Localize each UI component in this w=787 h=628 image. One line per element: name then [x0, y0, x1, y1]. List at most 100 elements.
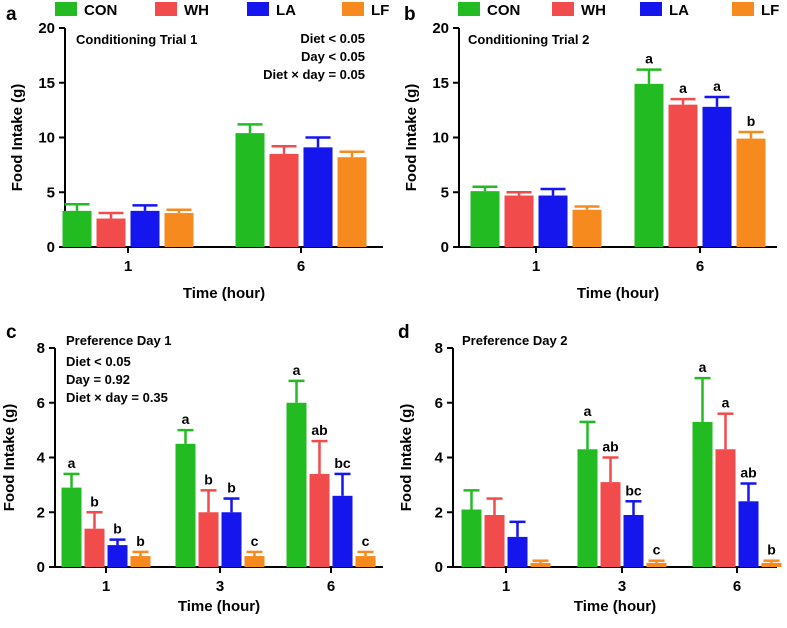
legend-label: LF: [371, 2, 389, 19]
legend-swatch: [732, 2, 754, 16]
y-axis-title: Food Intake (g): [403, 84, 420, 192]
x-axis-title: Time (hour): [577, 285, 659, 302]
significance-label: a: [722, 395, 730, 411]
panel-letter: b: [404, 4, 416, 25]
bar-la: [702, 106, 732, 247]
stat-annotation: Day < 0.05: [301, 49, 365, 64]
bar-wh: [269, 153, 299, 247]
legend-swatch: [55, 2, 77, 16]
chart-panel-a: a Conditioning Trial 1 Diet < 0.05 Day < 0.…: [6, 4, 383, 302]
legend-item-wh: WH: [552, 2, 606, 19]
y-tick-label: 6: [435, 395, 443, 412]
bar-con: [461, 509, 482, 567]
bar-lf: [646, 562, 667, 567]
x-axis-title: Time (hour): [574, 598, 656, 615]
y-tick-label: 6: [37, 395, 45, 412]
significance-label: a: [699, 359, 707, 375]
significance-label: a: [584, 403, 592, 419]
bar-con: [470, 191, 500, 247]
y-tick-label: 10: [432, 130, 449, 147]
significance-label: bc: [334, 455, 351, 471]
chart-title: Conditioning Trial 2: [468, 32, 589, 47]
significance-label: b: [227, 480, 236, 496]
bar-con: [61, 487, 82, 567]
significance-label: b: [90, 493, 99, 509]
bar-con: [634, 83, 664, 247]
x-tick-label: 3: [618, 578, 626, 595]
y-tick-label: 8: [37, 340, 45, 357]
stat-annotation: Diet × day = 0.35: [66, 390, 168, 405]
x-tick-label: 6: [327, 578, 335, 595]
bar-la: [538, 195, 568, 247]
bar-lf: [736, 138, 766, 247]
legend-label: LA: [669, 2, 689, 19]
legend-label: CON: [487, 2, 520, 19]
y-axis-title: Food Intake (g): [398, 404, 415, 512]
bar-con: [175, 443, 196, 567]
y-tick-label: 8: [435, 340, 443, 357]
significance-label: a: [68, 455, 76, 471]
legend-swatch: [247, 2, 269, 16]
x-tick-label: 6: [696, 258, 704, 275]
legend-swatch: [155, 2, 177, 16]
legend: CON WH LA LF: [458, 2, 779, 19]
bar-con: [286, 402, 307, 567]
legend-swatch: [458, 2, 480, 16]
panel-letter: d: [398, 322, 410, 343]
legend-item-lf: LF: [342, 2, 389, 19]
bar-lf: [761, 562, 782, 567]
bar-con: [62, 210, 92, 247]
y-tick-label: 5: [441, 184, 449, 201]
y-tick-label: 4: [435, 450, 444, 467]
significance-label: b: [747, 113, 756, 129]
chart-title: Preference Day 2: [462, 333, 568, 348]
bar-wh: [484, 514, 505, 567]
significance-label: c: [653, 542, 661, 558]
y-tick-label: 10: [38, 130, 55, 147]
significance-label: b: [113, 521, 122, 537]
y-tick-label: 4: [37, 450, 46, 467]
legend-item-la: LA: [247, 2, 296, 19]
bar-lf: [572, 209, 602, 247]
bar-con: [235, 133, 265, 247]
bar-wh: [715, 449, 736, 567]
legend: CON WH LA LF: [55, 2, 389, 19]
chart-panel-c: c Preference Day 1 Diet < 0.05 Day = 0.92 Di…: [1, 322, 383, 615]
significance-label: ab: [740, 465, 756, 481]
chart-panel-d: d Preference Day 2 0 2 4 6 8 Food Intake (g) Tim…: [398, 322, 782, 615]
significance-label: b: [136, 533, 145, 549]
bar-lf: [164, 213, 194, 247]
bar-lf: [244, 556, 265, 567]
x-tick-label: 6: [733, 578, 741, 595]
significance-label: a: [679, 80, 687, 96]
stat-annotation: Diet < 0.05: [300, 31, 365, 46]
significance-label: a: [182, 411, 190, 427]
legend-label: CON: [84, 2, 117, 19]
legend-item-con: CON: [55, 2, 117, 19]
x-tick-label: 1: [502, 578, 510, 595]
bar-wh: [309, 473, 330, 567]
panel-letter: c: [6, 322, 17, 343]
bar-wh: [96, 218, 126, 247]
stat-annotation: Day = 0.92: [66, 372, 130, 387]
y-tick-label: 20: [38, 20, 55, 37]
stat-annotation: Diet < 0.05: [66, 354, 131, 369]
significance-label: a: [713, 78, 721, 94]
x-axis-title: Time (hour): [183, 285, 265, 302]
chart-panel-b: b Conditioning Trial 2 0 5 10 15 20 Food Intake…: [403, 4, 777, 302]
bar-lf: [337, 157, 367, 247]
bar-con: [577, 449, 598, 567]
bar-wh: [84, 528, 105, 567]
significance-label: b: [767, 542, 776, 558]
x-tick-label: 1: [532, 258, 540, 275]
x-axis-title: Time (hour): [178, 598, 260, 615]
bar-la: [332, 495, 353, 567]
legend-item-la: LA: [640, 2, 689, 19]
x-tick-label: 6: [297, 258, 305, 275]
bar-lf: [530, 562, 551, 567]
y-tick-label: 0: [47, 239, 55, 256]
significance-label: c: [362, 533, 370, 549]
y-tick-label: 0: [441, 239, 449, 256]
x-tick-label: 1: [124, 258, 132, 275]
